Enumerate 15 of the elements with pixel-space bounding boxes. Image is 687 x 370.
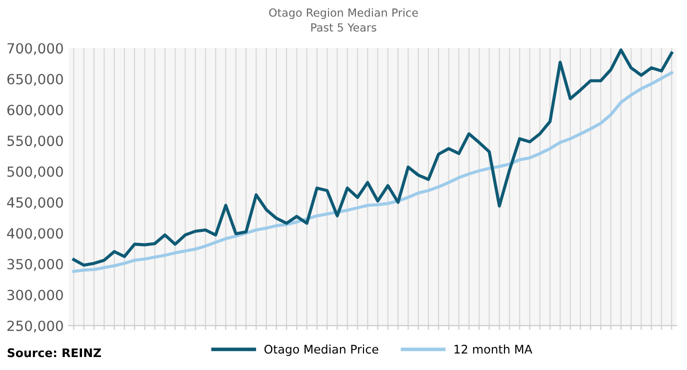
- y-tick-label: 600,000: [7, 104, 63, 117]
- legend-label: 12 month MA: [454, 344, 532, 354]
- y-tick-label: 650,000: [7, 74, 63, 86]
- y-tick-label: 300,000: [7, 290, 63, 302]
- source-note: Source: REINZ: [8, 348, 102, 358]
- legend-label: Otago Median Price: [264, 344, 378, 356]
- y-tick-label: 350,000: [7, 258, 63, 271]
- chart-title: Otago Region Median Price: [269, 8, 418, 19]
- y-tick-label: 400,000: [7, 228, 63, 240]
- y-tick-label: 500,000: [7, 166, 63, 178]
- y-tick-label: 700,000: [8, 43, 63, 55]
- y-tick-label: 450,000: [7, 197, 63, 210]
- chart-subtitle: Past 5 Years: [311, 23, 376, 32]
- y-tick-label: 550,000: [7, 136, 63, 148]
- y-tick-label: 250,000: [7, 320, 63, 332]
